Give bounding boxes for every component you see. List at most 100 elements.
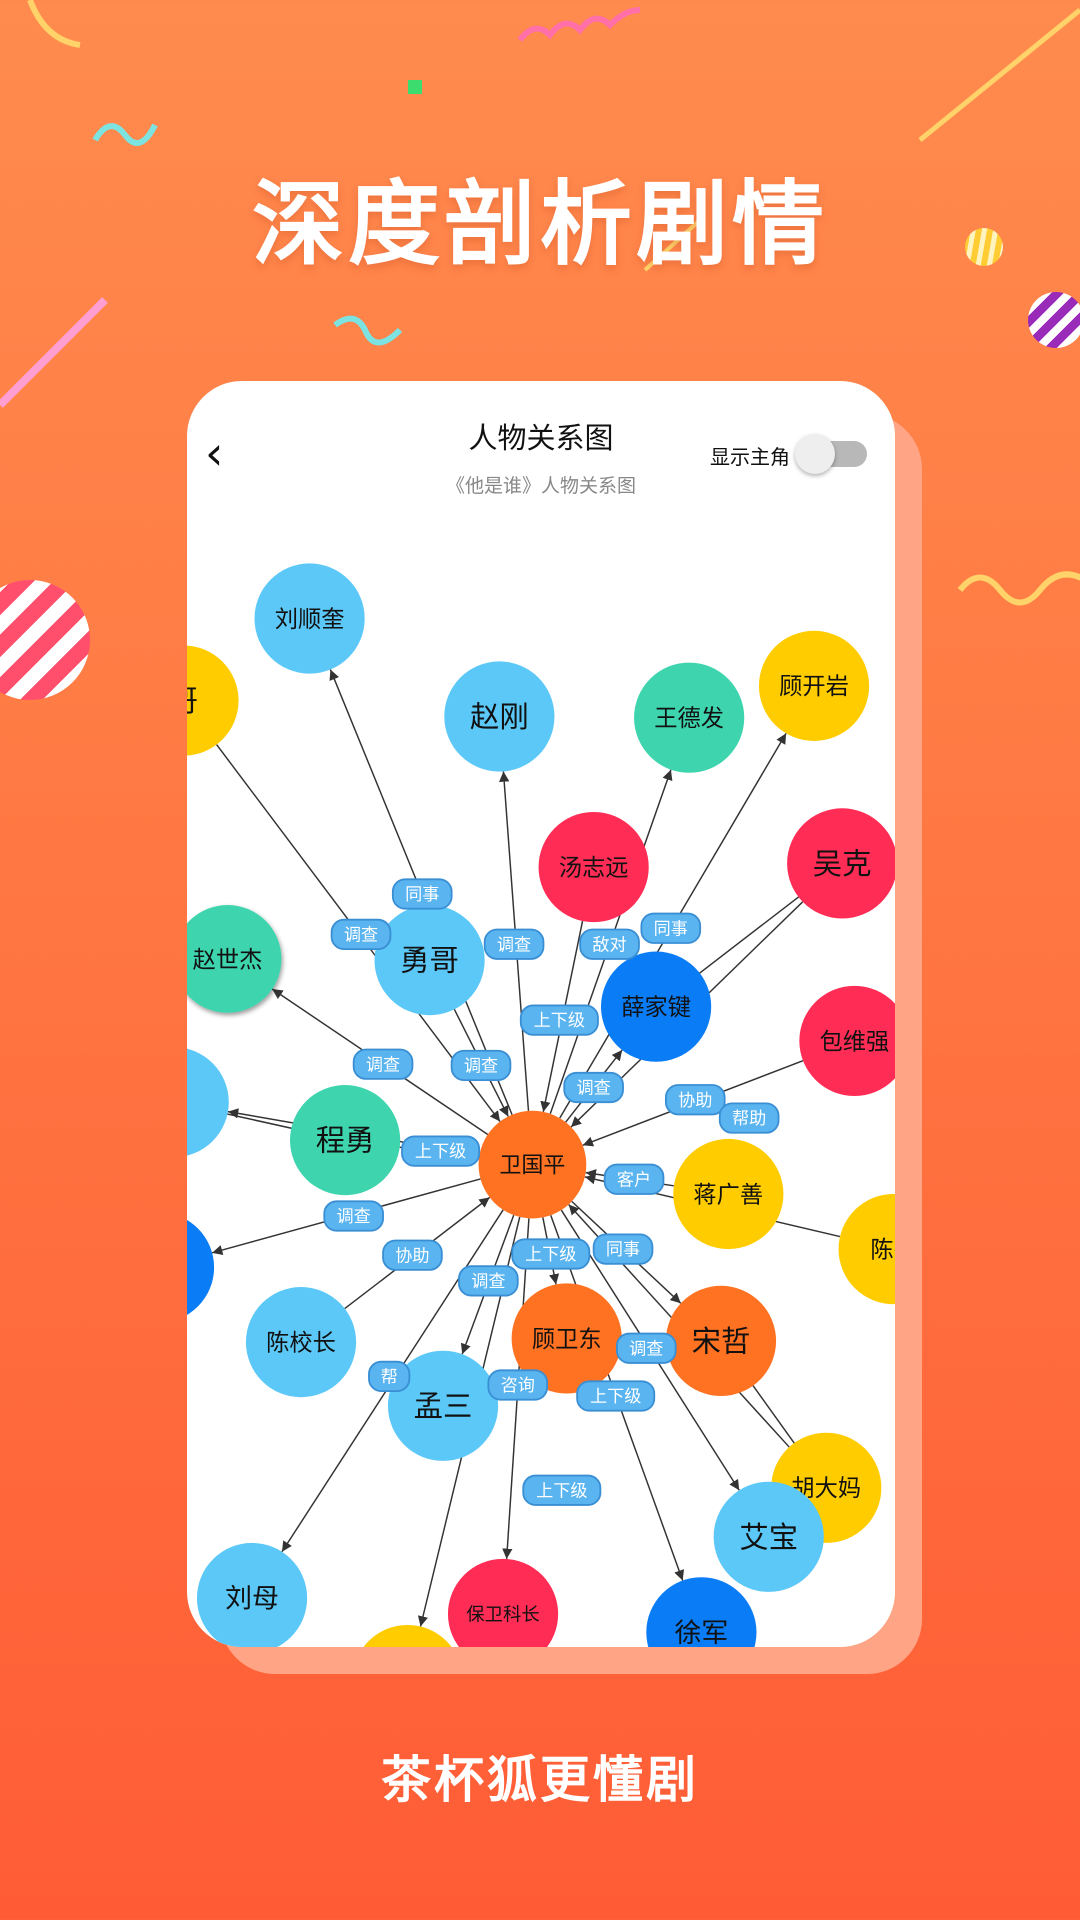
node-name: 孟三 bbox=[414, 1389, 473, 1423]
character-node[interactable]: 薛家键 bbox=[600, 951, 712, 1062]
edge-label-pill bbox=[519, 1004, 599, 1036]
node-circle[interactable] bbox=[187, 1047, 229, 1157]
character-node[interactable]: 包维强 bbox=[799, 985, 895, 1097]
edge-label-pill bbox=[368, 1360, 411, 1393]
character-node[interactable]: 顾开岩 bbox=[758, 630, 870, 741]
character-node[interactable]: 陈校长 bbox=[245, 1287, 357, 1398]
edge-label: 帮助 bbox=[718, 1102, 780, 1134]
node-circle[interactable] bbox=[787, 808, 895, 919]
node-circle[interactable] bbox=[511, 1283, 622, 1394]
edge-label-text: 帮 bbox=[381, 1368, 398, 1388]
edge-label-pill bbox=[579, 928, 640, 960]
show-protagonist-toggle[interactable] bbox=[795, 434, 867, 474]
toggle-knob[interactable] bbox=[795, 434, 835, 474]
edge-label-pill bbox=[382, 1239, 443, 1271]
edge-label: 上下级 bbox=[522, 1474, 602, 1506]
edge-label-pill bbox=[483, 928, 545, 960]
node-circle[interactable] bbox=[838, 1193, 895, 1305]
back-chevron-icon[interactable]: ‹ bbox=[205, 426, 224, 480]
character-node[interactable]: 吴克 bbox=[787, 808, 895, 919]
node-name: 哥 bbox=[187, 684, 198, 718]
edge-label: 上下级 bbox=[401, 1135, 481, 1167]
edge-label-text: 上下级 bbox=[536, 1481, 587, 1501]
character-node[interactable]: 孟三 bbox=[387, 1350, 499, 1461]
node-circle[interactable] bbox=[478, 1110, 587, 1219]
edge-label: 同事 bbox=[391, 878, 453, 910]
node-circle[interactable] bbox=[758, 630, 870, 741]
character-node[interactable]: 程勇 bbox=[290, 1085, 401, 1196]
edge-label-pill bbox=[522, 1474, 602, 1506]
node-circle[interactable] bbox=[634, 662, 745, 773]
node-circle[interactable] bbox=[290, 1085, 401, 1196]
edge-label-text: 咨询 bbox=[501, 1376, 535, 1396]
edge-label-pill bbox=[603, 1163, 665, 1195]
node-name: 王德发 bbox=[654, 705, 724, 732]
node-circle[interactable] bbox=[387, 1350, 499, 1461]
edge-label-text: 协助 bbox=[395, 1246, 429, 1266]
node-circle[interactable] bbox=[187, 905, 282, 1013]
node-circle[interactable] bbox=[673, 1138, 784, 1250]
node-circle[interactable] bbox=[187, 645, 239, 756]
character-node[interactable]: 保卫科长 bbox=[447, 1558, 559, 1647]
node-circle[interactable] bbox=[447, 1558, 559, 1647]
character-node[interactable]: 艾宝 bbox=[713, 1481, 824, 1592]
edge-label-text: 同事 bbox=[654, 919, 688, 939]
edge-label-text: 协助 bbox=[678, 1091, 712, 1111]
character-node[interactable]: 刘母 bbox=[196, 1542, 308, 1647]
character-node[interactable]: 汤志远 bbox=[538, 811, 649, 923]
node-circle[interactable] bbox=[646, 1577, 757, 1647]
edge-label-pill bbox=[458, 1265, 519, 1297]
node-circle[interactable] bbox=[187, 1212, 215, 1322]
node-name: 陈有 bbox=[870, 1236, 895, 1263]
edge-label-text: 调查 bbox=[629, 1339, 663, 1359]
character-node[interactable]: 蒋广善 bbox=[673, 1138, 784, 1250]
node-circle[interactable] bbox=[444, 661, 555, 772]
edge-label: 上下级 bbox=[576, 1380, 656, 1412]
character-node[interactable]: 刘顺奎 bbox=[254, 563, 365, 674]
small-ball bbox=[965, 228, 1003, 266]
node-circle[interactable] bbox=[374, 905, 485, 1016]
edge-label: 帮 bbox=[368, 1360, 411, 1393]
node-name: 卫国平 bbox=[499, 1154, 565, 1179]
edge-label: 调查 bbox=[458, 1265, 519, 1297]
node-circle[interactable] bbox=[713, 1481, 824, 1592]
edge-label-pill bbox=[401, 1135, 481, 1167]
node-circle[interactable] bbox=[600, 951, 712, 1062]
node-name: 汤志远 bbox=[559, 854, 629, 881]
edge-label-pill bbox=[450, 1049, 512, 1082]
character-node[interactable]: 宋哲 bbox=[665, 1285, 777, 1397]
node-circle[interactable] bbox=[538, 811, 649, 923]
node-name: 陈校长 bbox=[266, 1330, 336, 1357]
node-circle[interactable] bbox=[245, 1287, 357, 1398]
edge-label-text: 敌对 bbox=[592, 935, 626, 955]
node-circle[interactable] bbox=[665, 1285, 777, 1397]
striped-ball-left bbox=[0, 580, 90, 700]
character-node[interactable]: 赵世杰 bbox=[187, 905, 282, 1013]
node-circle[interactable] bbox=[196, 1542, 308, 1647]
edge-label-pill bbox=[487, 1369, 549, 1401]
node-name: 包维强 bbox=[820, 1028, 890, 1055]
edge-label: 同事 bbox=[640, 912, 702, 944]
edge-label-text: 上下级 bbox=[534, 1011, 585, 1031]
character-node[interactable]: 陈有 bbox=[838, 1193, 895, 1305]
character-node[interactable]: 哥 bbox=[187, 645, 239, 756]
node-circle[interactable] bbox=[352, 1624, 462, 1647]
page-subtitle: 《他是谁》人物关系图 bbox=[445, 475, 636, 497]
edge-label: 咨询 bbox=[487, 1369, 549, 1401]
node-circle[interactable] bbox=[799, 985, 895, 1097]
character-node[interactable]: 霞 bbox=[187, 1047, 229, 1157]
character-node[interactable]: 顾卫东 bbox=[511, 1283, 622, 1394]
edge-label: 调查 bbox=[330, 918, 392, 951]
edge-label-pill bbox=[563, 1071, 624, 1104]
edge-label-pill bbox=[511, 1238, 591, 1270]
character-node[interactable]: 华 bbox=[187, 1212, 215, 1322]
character-node[interactable] bbox=[352, 1624, 462, 1647]
character-node[interactable]: 卫国平 bbox=[478, 1110, 587, 1219]
character-node[interactable]: 徐军 bbox=[646, 1577, 757, 1647]
character-node[interactable]: 勇哥 bbox=[374, 905, 485, 1016]
node-name: 徐军 bbox=[674, 1618, 728, 1647]
character-node[interactable]: 赵刚 bbox=[444, 661, 555, 772]
node-circle[interactable] bbox=[254, 563, 365, 674]
character-node[interactable]: 王德发 bbox=[634, 662, 745, 773]
